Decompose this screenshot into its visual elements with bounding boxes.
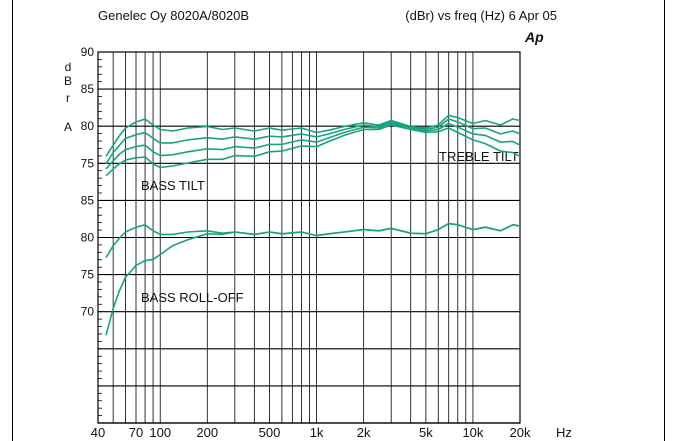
- x-axis-unit-label: Hz: [556, 425, 572, 440]
- y-axis-letter-d: d: [65, 60, 72, 74]
- x-tick-label: 2k: [357, 425, 371, 440]
- y-axis-letter-a: A: [64, 120, 72, 134]
- x-tick-label: 200: [196, 425, 218, 440]
- response-curve: [105, 118, 521, 165]
- response-curve: [105, 114, 521, 157]
- y-tick-label: 75: [81, 156, 95, 170]
- x-tick-label: 5k: [419, 425, 433, 440]
- response-curve: [105, 222, 521, 336]
- x-tick-label: 100: [149, 425, 171, 440]
- response-curve: [105, 124, 521, 177]
- x-tick-label: 500: [259, 425, 281, 440]
- brand-logo: Ap: [524, 29, 544, 45]
- y-axis-letter-r: r: [66, 91, 70, 105]
- y-tick-label: 80: [81, 231, 95, 245]
- x-tick-label: 1k: [310, 425, 324, 440]
- grid: [97, 51, 521, 424]
- x-tick-label: 10k: [462, 425, 483, 440]
- chart-title-right: (dBr) vs freq (Hz) 6 Apr 05: [405, 8, 557, 23]
- x-tick-label: 70: [129, 425, 143, 440]
- x-tick-label: 20k: [510, 425, 531, 440]
- y-tick-label: 85: [81, 193, 95, 207]
- y-tick-label: 80: [81, 119, 95, 133]
- y-tick-label: 70: [81, 305, 95, 319]
- annotation-treble-tilt: TREBLE TILT: [439, 149, 519, 164]
- annotation-bass-tilt: BASS TILT: [141, 178, 205, 193]
- y-tick-label: 75: [81, 268, 95, 282]
- chart-frame: Genelec Oy 8020A/8020B (dBr) vs freq (Hz…: [12, 0, 665, 441]
- x-tick-label: 40: [91, 425, 105, 440]
- y-tick-label: 90: [81, 45, 95, 59]
- frequency-response-chart: Genelec Oy 8020A/8020B (dBr) vs freq (Hz…: [64, 8, 572, 440]
- chart-title-left: Genelec Oy 8020A/8020B: [98, 8, 249, 23]
- y-tick-label: 85: [81, 82, 95, 96]
- y-axis-letter-b: B: [64, 74, 72, 88]
- annotation-bass-roll-off: BASS ROLL-OFF: [141, 290, 244, 305]
- response-curve: [105, 122, 521, 170]
